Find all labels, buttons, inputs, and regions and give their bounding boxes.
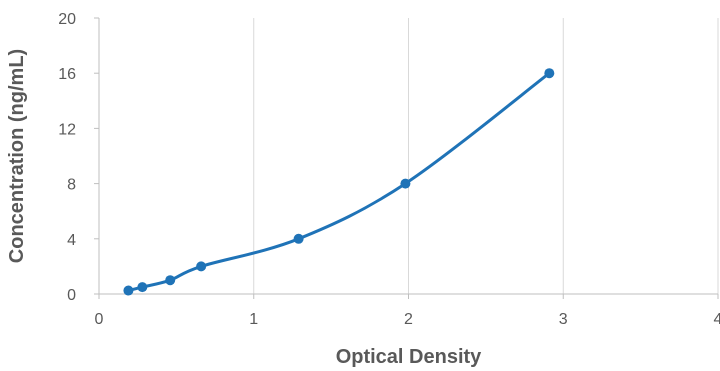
data-point — [123, 285, 134, 296]
data-point — [196, 261, 207, 272]
axes — [94, 17, 719, 299]
data-point — [137, 282, 148, 293]
y-tick-label: 4 — [67, 232, 76, 249]
data-point — [293, 233, 304, 244]
x-axis-title: Optical Density — [336, 346, 482, 368]
y-tick-label: 16 — [58, 66, 76, 83]
x-tick-label: 4 — [714, 311, 720, 328]
x-tick-label: 0 — [95, 311, 104, 328]
y-tick-label: 0 — [67, 287, 76, 304]
x-tick-label: 1 — [249, 311, 258, 328]
x-tick-label: 2 — [404, 311, 413, 328]
data-point — [544, 68, 555, 79]
data-point — [165, 275, 176, 286]
vertical-gridlines — [253, 18, 719, 294]
y-axis-title: Concentration (ng/mL) — [6, 49, 28, 263]
y-tick-label: 12 — [58, 121, 76, 138]
y-tick-label: 20 — [58, 11, 76, 28]
x-tick-label: 3 — [559, 311, 568, 328]
data-point — [400, 178, 411, 189]
fitted-curve — [126, 71, 551, 293]
y-tick-label: 8 — [67, 177, 76, 194]
data-points — [123, 68, 555, 296]
